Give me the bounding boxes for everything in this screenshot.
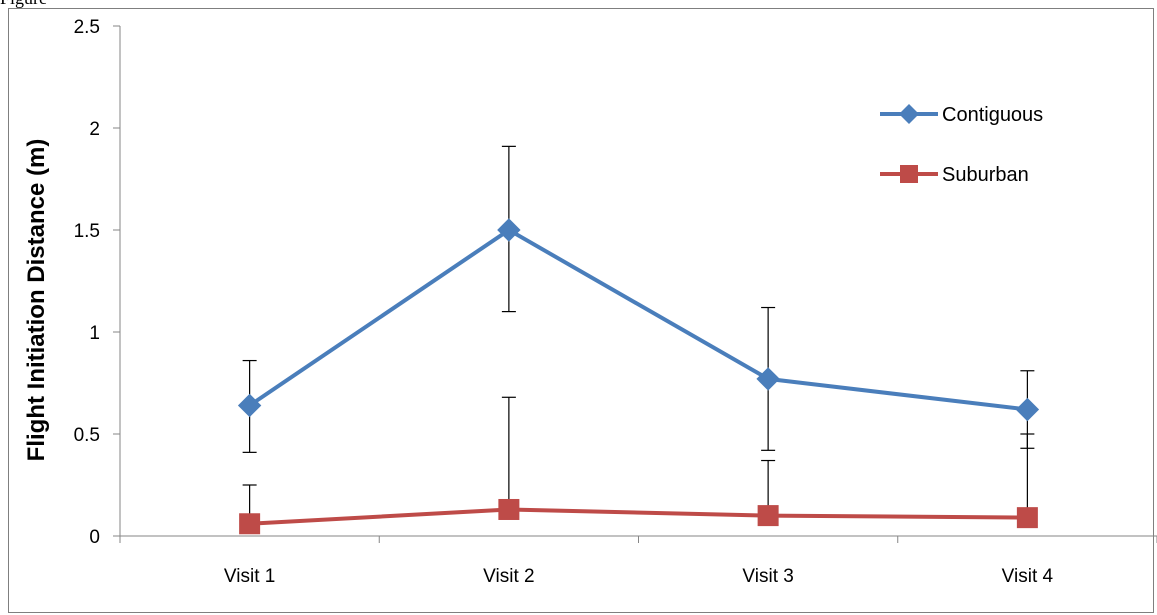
y-tick-label: 1 xyxy=(89,323,100,344)
data-point-square xyxy=(1016,507,1038,529)
legend: Contiguous Suburban xyxy=(880,104,1043,186)
data-point-diamond xyxy=(1015,397,1040,422)
data-point-diamond xyxy=(237,393,262,418)
figure-caption-text: Figure xyxy=(0,0,47,8)
legend-item-contiguous: Contiguous xyxy=(880,104,1043,126)
data-point-diamond xyxy=(756,367,780,391)
x-tick-label: Visit 2 xyxy=(483,566,534,587)
legend-marker-square xyxy=(900,165,918,183)
y-tick-label: 0 xyxy=(89,527,100,548)
clipped-figure-caption: Figure xyxy=(0,0,1157,8)
data-point-square xyxy=(757,505,779,527)
legend-marker-diamond xyxy=(899,104,919,124)
x-tick-label: Visit 4 xyxy=(1002,566,1054,587)
y-axis-title: Flight Initiation Distance (m) xyxy=(23,139,50,462)
y-tick-label: 2.5 xyxy=(74,17,100,38)
series-contiguous xyxy=(237,145,1040,453)
series-line xyxy=(249,507,1028,526)
y-tick-label: 0.5 xyxy=(74,425,100,446)
data-point-square xyxy=(239,513,261,535)
series-layer xyxy=(237,145,1040,535)
series-suburban xyxy=(239,396,1038,535)
legend-item-suburban: Suburban xyxy=(880,164,1029,186)
y-tick-label: 1.5 xyxy=(74,221,100,242)
legend-label: Suburban xyxy=(942,164,1029,186)
x-tick-label: Visit 3 xyxy=(742,566,793,587)
legend-label: Contiguous xyxy=(942,104,1043,126)
y-tick-label: 2 xyxy=(89,119,100,140)
data-point-diamond xyxy=(497,218,521,242)
data-point-square xyxy=(498,498,520,520)
axes: 0 0.5 1 1.5 2 2.5 Visit 1 Visit 2 Visit 3 Visit 4 xyxy=(74,17,1157,587)
x-tick-label: Visit 1 xyxy=(224,566,275,587)
series-line xyxy=(248,228,1028,412)
